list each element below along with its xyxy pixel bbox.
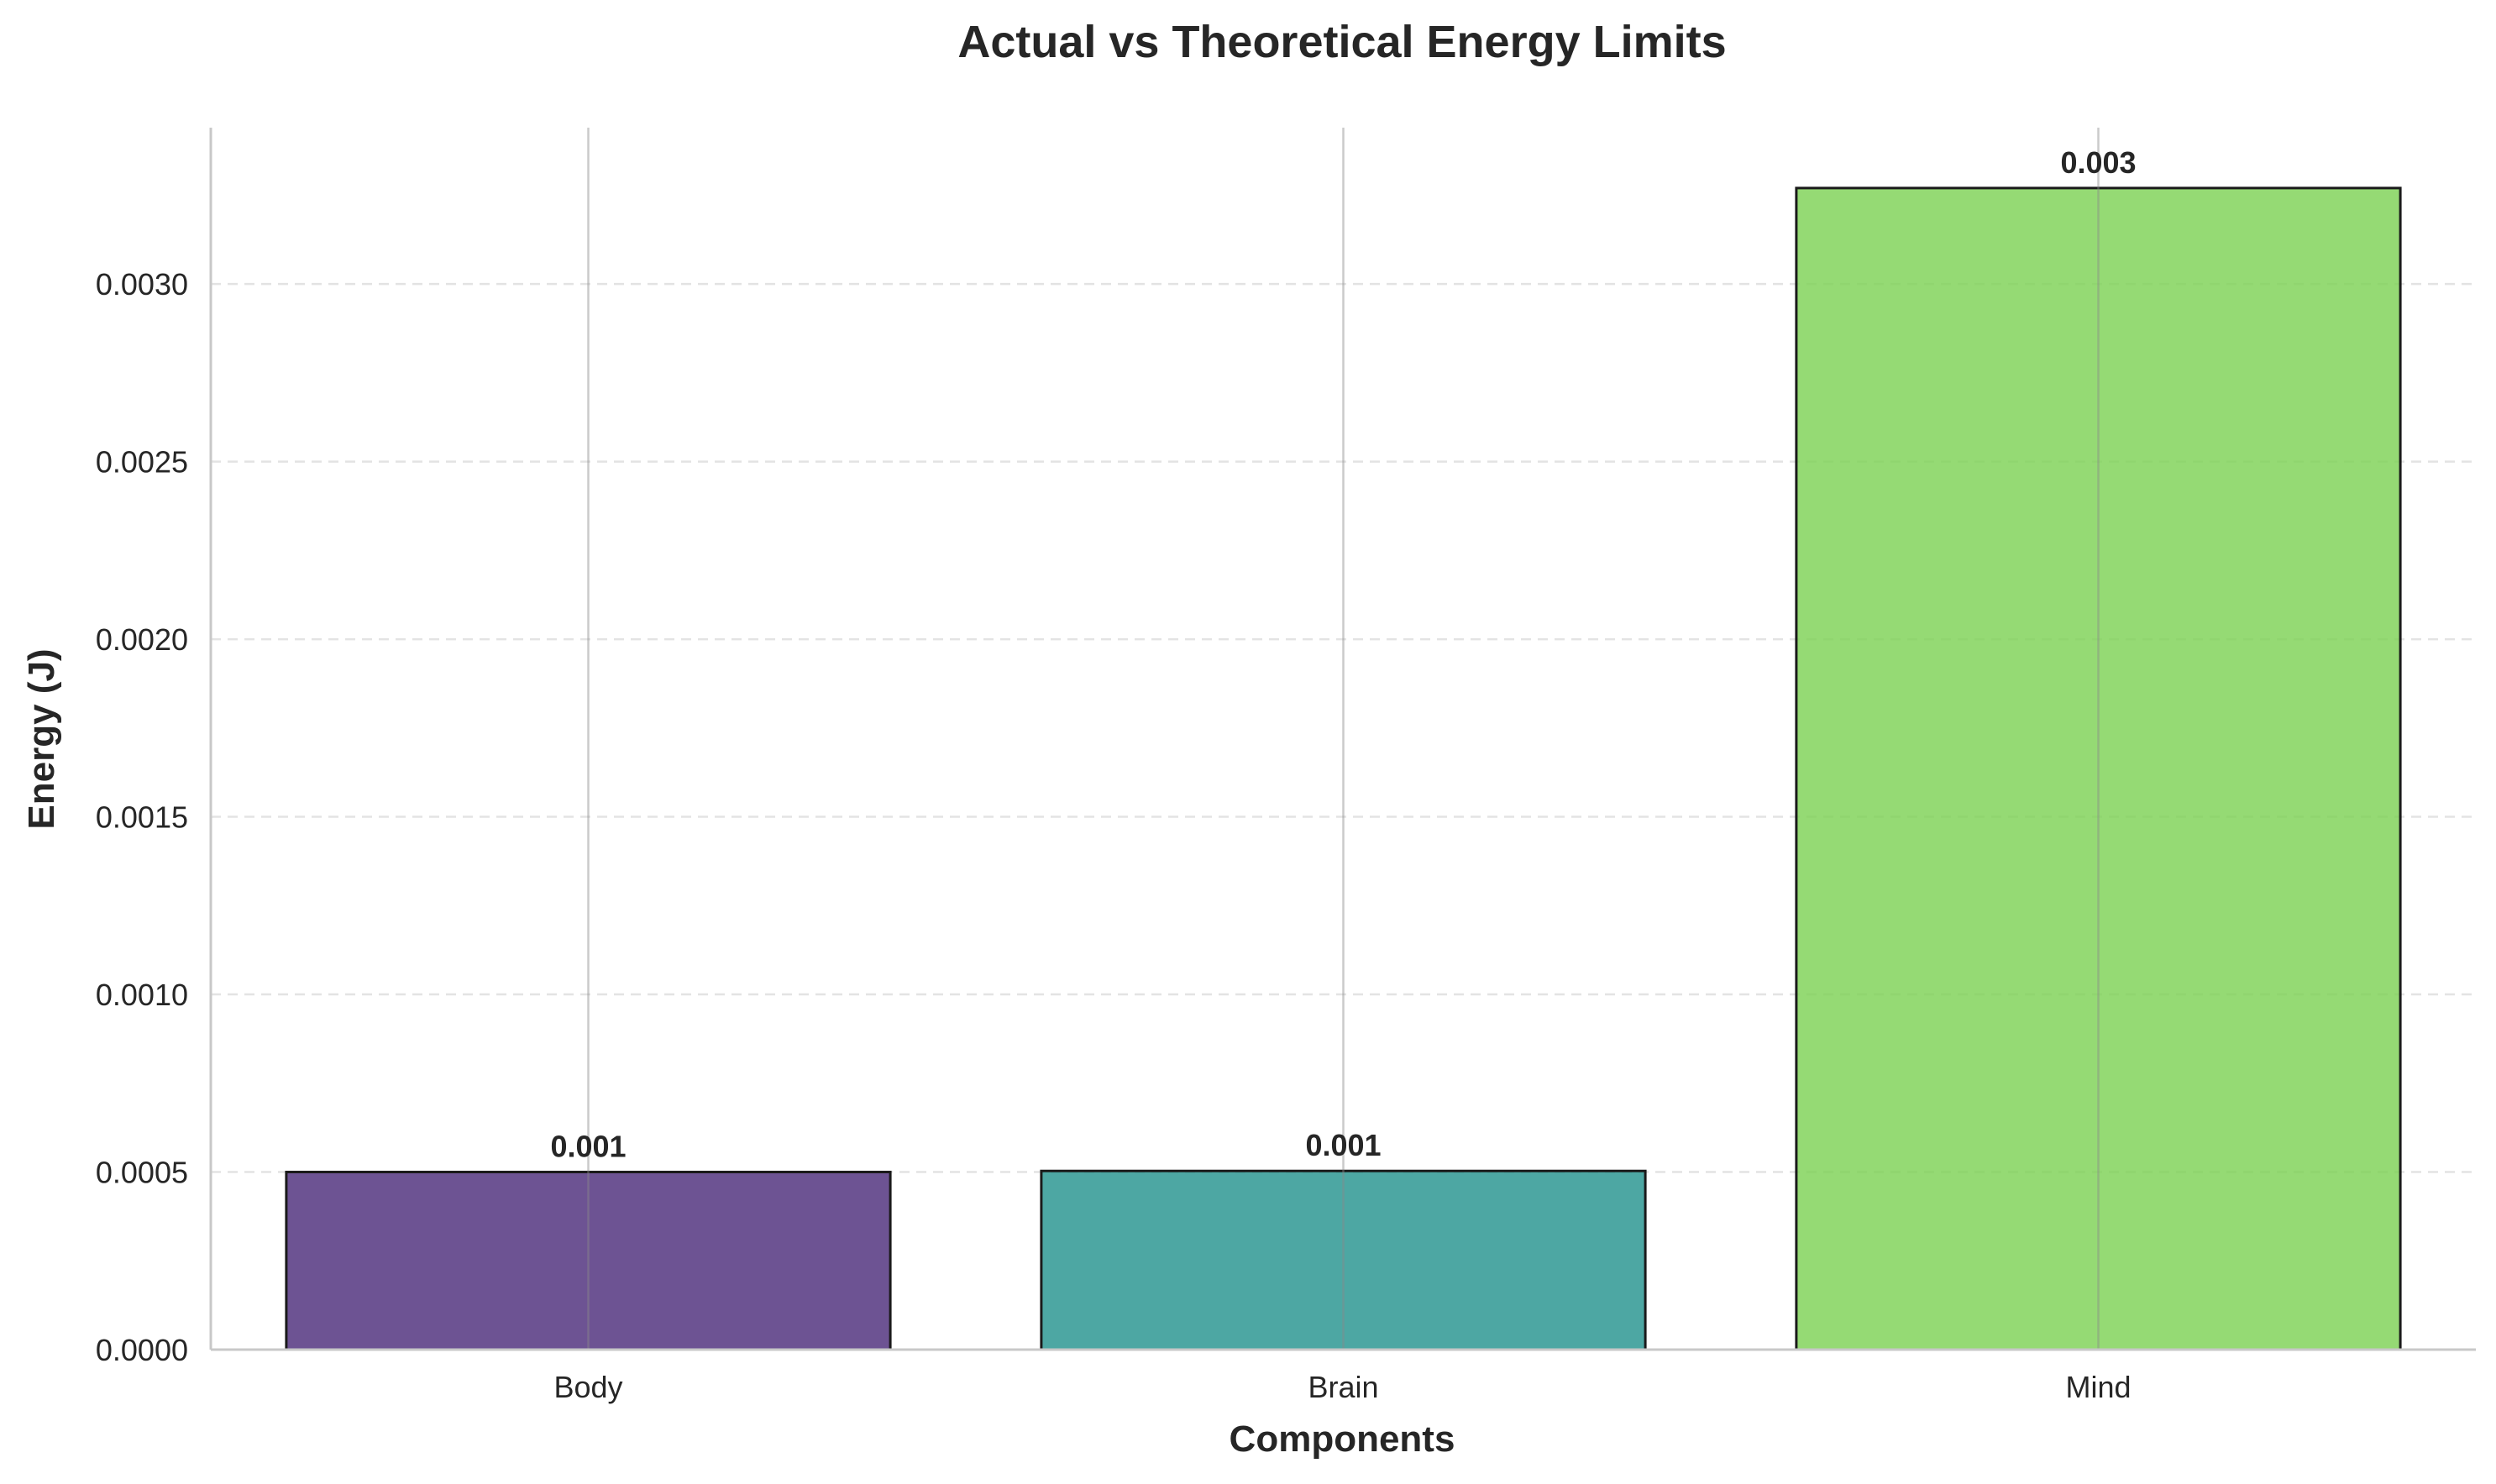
y-tick-label: 0.0010 [96, 978, 188, 1012]
x-axis-label: Components [1230, 1418, 1455, 1460]
bar-mind [1795, 186, 2402, 1351]
y-tick-label: 0.0025 [96, 445, 188, 480]
labels: 0.0000 0.0005 0.0010 0.0015 0.0020 0.0025 0.00… [96, 145, 2137, 1404]
axes [209, 128, 2476, 1351]
bar-body [285, 1171, 892, 1351]
y-axis-label: Energy (J) [21, 648, 62, 829]
y-tick-label: 0.0030 [96, 267, 188, 302]
y-tick-label: 0.0020 [96, 622, 188, 657]
data-label: 0.001 [1305, 1128, 1381, 1162]
y-tick-label: 0.0000 [96, 1333, 188, 1367]
x-tick-label: Brain [1308, 1370, 1378, 1404]
y-tick-label: 0.0005 [96, 1156, 188, 1190]
data-label: 0.003 [2060, 145, 2136, 180]
chart-title: Actual vs Theoretical Energy Limits [957, 17, 1726, 67]
x-tick-label: Mind [2065, 1370, 2131, 1404]
x-tick-label: Body [553, 1370, 622, 1404]
bars [285, 186, 2402, 1351]
y-tick-label: 0.0015 [96, 800, 188, 835]
data-label: 0.001 [550, 1130, 626, 1164]
